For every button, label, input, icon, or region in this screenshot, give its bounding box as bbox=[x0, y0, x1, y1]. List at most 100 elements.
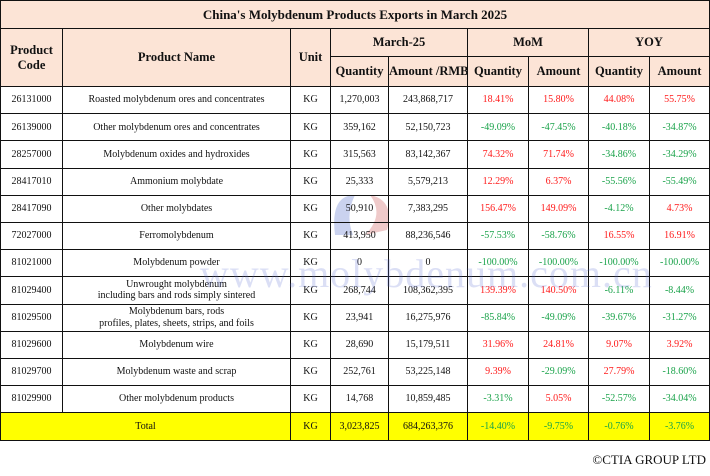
yoy-quantity-cell: -39.67% bbox=[588, 303, 650, 332]
unit-cell: KG bbox=[290, 385, 331, 414]
mom-amount-cell: -47.45% bbox=[528, 113, 589, 142]
amount-rmb-cell: 15,179,511 bbox=[388, 330, 468, 359]
unit-cell: KG bbox=[290, 249, 331, 278]
mom-quantity-cell: 31.96% bbox=[467, 330, 529, 359]
product-name-cell: Molybdenum powder bbox=[62, 249, 291, 278]
table-row: 81029700 Molybdenum waste and scrap KG 252,… bbox=[0, 357, 710, 387]
header-amount-rmb: Amount /RMB bbox=[388, 56, 468, 87]
yoy-amount-cell: -3.76% bbox=[648, 412, 710, 442]
amount-rmb-cell: 5,579,213 bbox=[388, 167, 468, 196]
yoy-quantity-cell: 16.55% bbox=[588, 221, 650, 251]
header-mom: MoM bbox=[467, 28, 589, 57]
mom-quantity-cell: 9.39% bbox=[467, 357, 529, 387]
yoy-quantity-cell: 9.07% bbox=[588, 330, 650, 359]
product-name-cell: Molybdenum wire bbox=[62, 330, 291, 359]
mom-quantity-cell: 74.32% bbox=[467, 140, 529, 169]
mom-quantity-cell: 156.47% bbox=[467, 194, 529, 223]
header-mom-quantity: Quantity bbox=[467, 56, 529, 87]
product-code-cell: 26131000 bbox=[0, 85, 63, 115]
yoy-amount-cell: -34.29% bbox=[648, 140, 710, 169]
table-row: 81029500 Molybdenum bars, rods profiles, p… bbox=[0, 303, 710, 332]
mom-quantity-cell: -3.31% bbox=[467, 385, 529, 414]
product-name-cell: Unwrought molybdenum including bars and r… bbox=[62, 276, 291, 305]
quantity-cell: 252,761 bbox=[330, 357, 389, 387]
mom-quantity-cell: -57.53% bbox=[467, 221, 529, 251]
unit-cell: KG bbox=[290, 140, 331, 169]
product-name-cell: Molybdenum waste and scrap bbox=[62, 357, 291, 387]
yoy-quantity-cell: -6.11% bbox=[588, 276, 650, 305]
mom-amount-cell: -49.09% bbox=[528, 303, 589, 332]
header-quantity: Quantity bbox=[330, 56, 389, 87]
mom-amount-cell: 149.09% bbox=[528, 194, 589, 223]
yoy-quantity-cell: -40.18% bbox=[588, 113, 650, 142]
mom-amount-cell: 15.80% bbox=[528, 85, 589, 115]
mom-amount-cell: -100.00% bbox=[528, 249, 589, 278]
amount-rmb-cell: 0 bbox=[388, 249, 468, 278]
header-mom-amount: Amount bbox=[528, 56, 589, 87]
table-title: China's Molybdenum Products Exports in M… bbox=[0, 0, 710, 29]
header-unit: Unit bbox=[290, 28, 331, 87]
mom-amount-cell: 6.37% bbox=[528, 167, 589, 196]
product-code-cell: 81029500 bbox=[0, 303, 63, 332]
quantity-cell: 25,333 bbox=[330, 167, 389, 196]
mom-amount-cell: 5.05% bbox=[528, 385, 589, 414]
amount-rmb-cell: 684,263,376 bbox=[388, 412, 468, 442]
header-yoy: YOY bbox=[587, 28, 710, 57]
unit-cell: KG bbox=[290, 276, 331, 305]
mom-quantity-cell: -100.00% bbox=[467, 249, 529, 278]
mom-quantity-cell: 12.29% bbox=[467, 167, 529, 196]
total-row: Total KG 3,023,825 684,263,376 -14.40% -9.75%… bbox=[0, 412, 710, 442]
yoy-quantity-cell: -55.56% bbox=[588, 167, 650, 196]
amount-rmb-cell: 88,236,546 bbox=[388, 221, 468, 251]
unit-cell: KG bbox=[290, 412, 331, 442]
unit-cell: KG bbox=[290, 194, 331, 223]
quantity-cell: 315,563 bbox=[330, 140, 389, 169]
product-name-cell: Molybdenum bars, rods profiles, plates, s… bbox=[62, 303, 291, 332]
unit-cell: KG bbox=[290, 85, 331, 115]
yoy-amount-cell: 55.75% bbox=[648, 85, 710, 115]
quantity-cell: 413,950 bbox=[330, 221, 389, 251]
mom-amount-cell: 140.50% bbox=[528, 276, 589, 305]
product-name-cell: Roasted molybdenum ores and concentrates bbox=[62, 85, 291, 115]
product-code-cell: 28417010 bbox=[0, 167, 63, 196]
mom-amount-cell: -29.09% bbox=[528, 357, 589, 387]
header-yoy-amount: Amount bbox=[648, 56, 710, 87]
yoy-amount-cell: 3.92% bbox=[648, 330, 710, 359]
yoy-amount-cell: -34.87% bbox=[648, 113, 710, 142]
product-name-cell: Molybdenum oxides and hydroxides bbox=[62, 140, 291, 169]
yoy-amount-cell: -18.60% bbox=[648, 357, 710, 387]
table-row: 81029600 Molybdenum wire KG 28,690 15,179,51… bbox=[0, 330, 710, 359]
unit-cell: KG bbox=[290, 357, 331, 387]
product-code-cell: 81029600 bbox=[0, 330, 63, 359]
table-row: 28257000 Molybdenum oxides and hydroxides… bbox=[0, 140, 710, 169]
yoy-quantity-cell: -4.12% bbox=[588, 194, 650, 223]
yoy-quantity-cell: -0.76% bbox=[588, 412, 650, 442]
table-row: 28417010 Ammonium molybdate KG 25,333 5,579,… bbox=[0, 167, 710, 196]
table-row: 81029400 Unwrought molybdenum including ba… bbox=[0, 276, 710, 305]
quantity-cell: 268,744 bbox=[330, 276, 389, 305]
table-row: 28417090 Other molybdates KG 50,910 7,383,29… bbox=[0, 194, 710, 223]
total-label: Total bbox=[0, 412, 291, 442]
product-code-cell: 28417090 bbox=[0, 194, 63, 223]
product-code-cell: 81021000 bbox=[0, 249, 63, 278]
yoy-amount-cell: 16.91% bbox=[648, 221, 710, 251]
product-name-cell: Ferromolybdenum bbox=[62, 221, 291, 251]
quantity-cell: 23,941 bbox=[330, 303, 389, 332]
table-body: 26131000 Roasted molybdenum ores and conc… bbox=[0, 85, 710, 442]
amount-rmb-cell: 10,859,485 bbox=[388, 385, 468, 414]
yoy-quantity-cell: -52.57% bbox=[588, 385, 650, 414]
header-product-code: Product Code bbox=[0, 28, 63, 87]
yoy-amount-cell: -100.00% bbox=[648, 249, 710, 278]
product-code-cell: 81029900 bbox=[0, 385, 63, 414]
mom-quantity-cell: -85.84% bbox=[467, 303, 529, 332]
unit-cell: KG bbox=[290, 167, 331, 196]
header-yoy-quantity: Quantity bbox=[588, 56, 650, 87]
table-row: 26139000 Other molybdenum ores and concen… bbox=[0, 113, 710, 142]
yoy-quantity-cell: -100.00% bbox=[588, 249, 650, 278]
unit-cell: KG bbox=[290, 113, 331, 142]
product-code-cell: 72027000 bbox=[0, 221, 63, 251]
mom-quantity-cell: -49.09% bbox=[467, 113, 529, 142]
unit-cell: KG bbox=[290, 330, 331, 359]
header-product-name: Product Name bbox=[62, 28, 291, 87]
mom-amount-cell: 24.81% bbox=[528, 330, 589, 359]
